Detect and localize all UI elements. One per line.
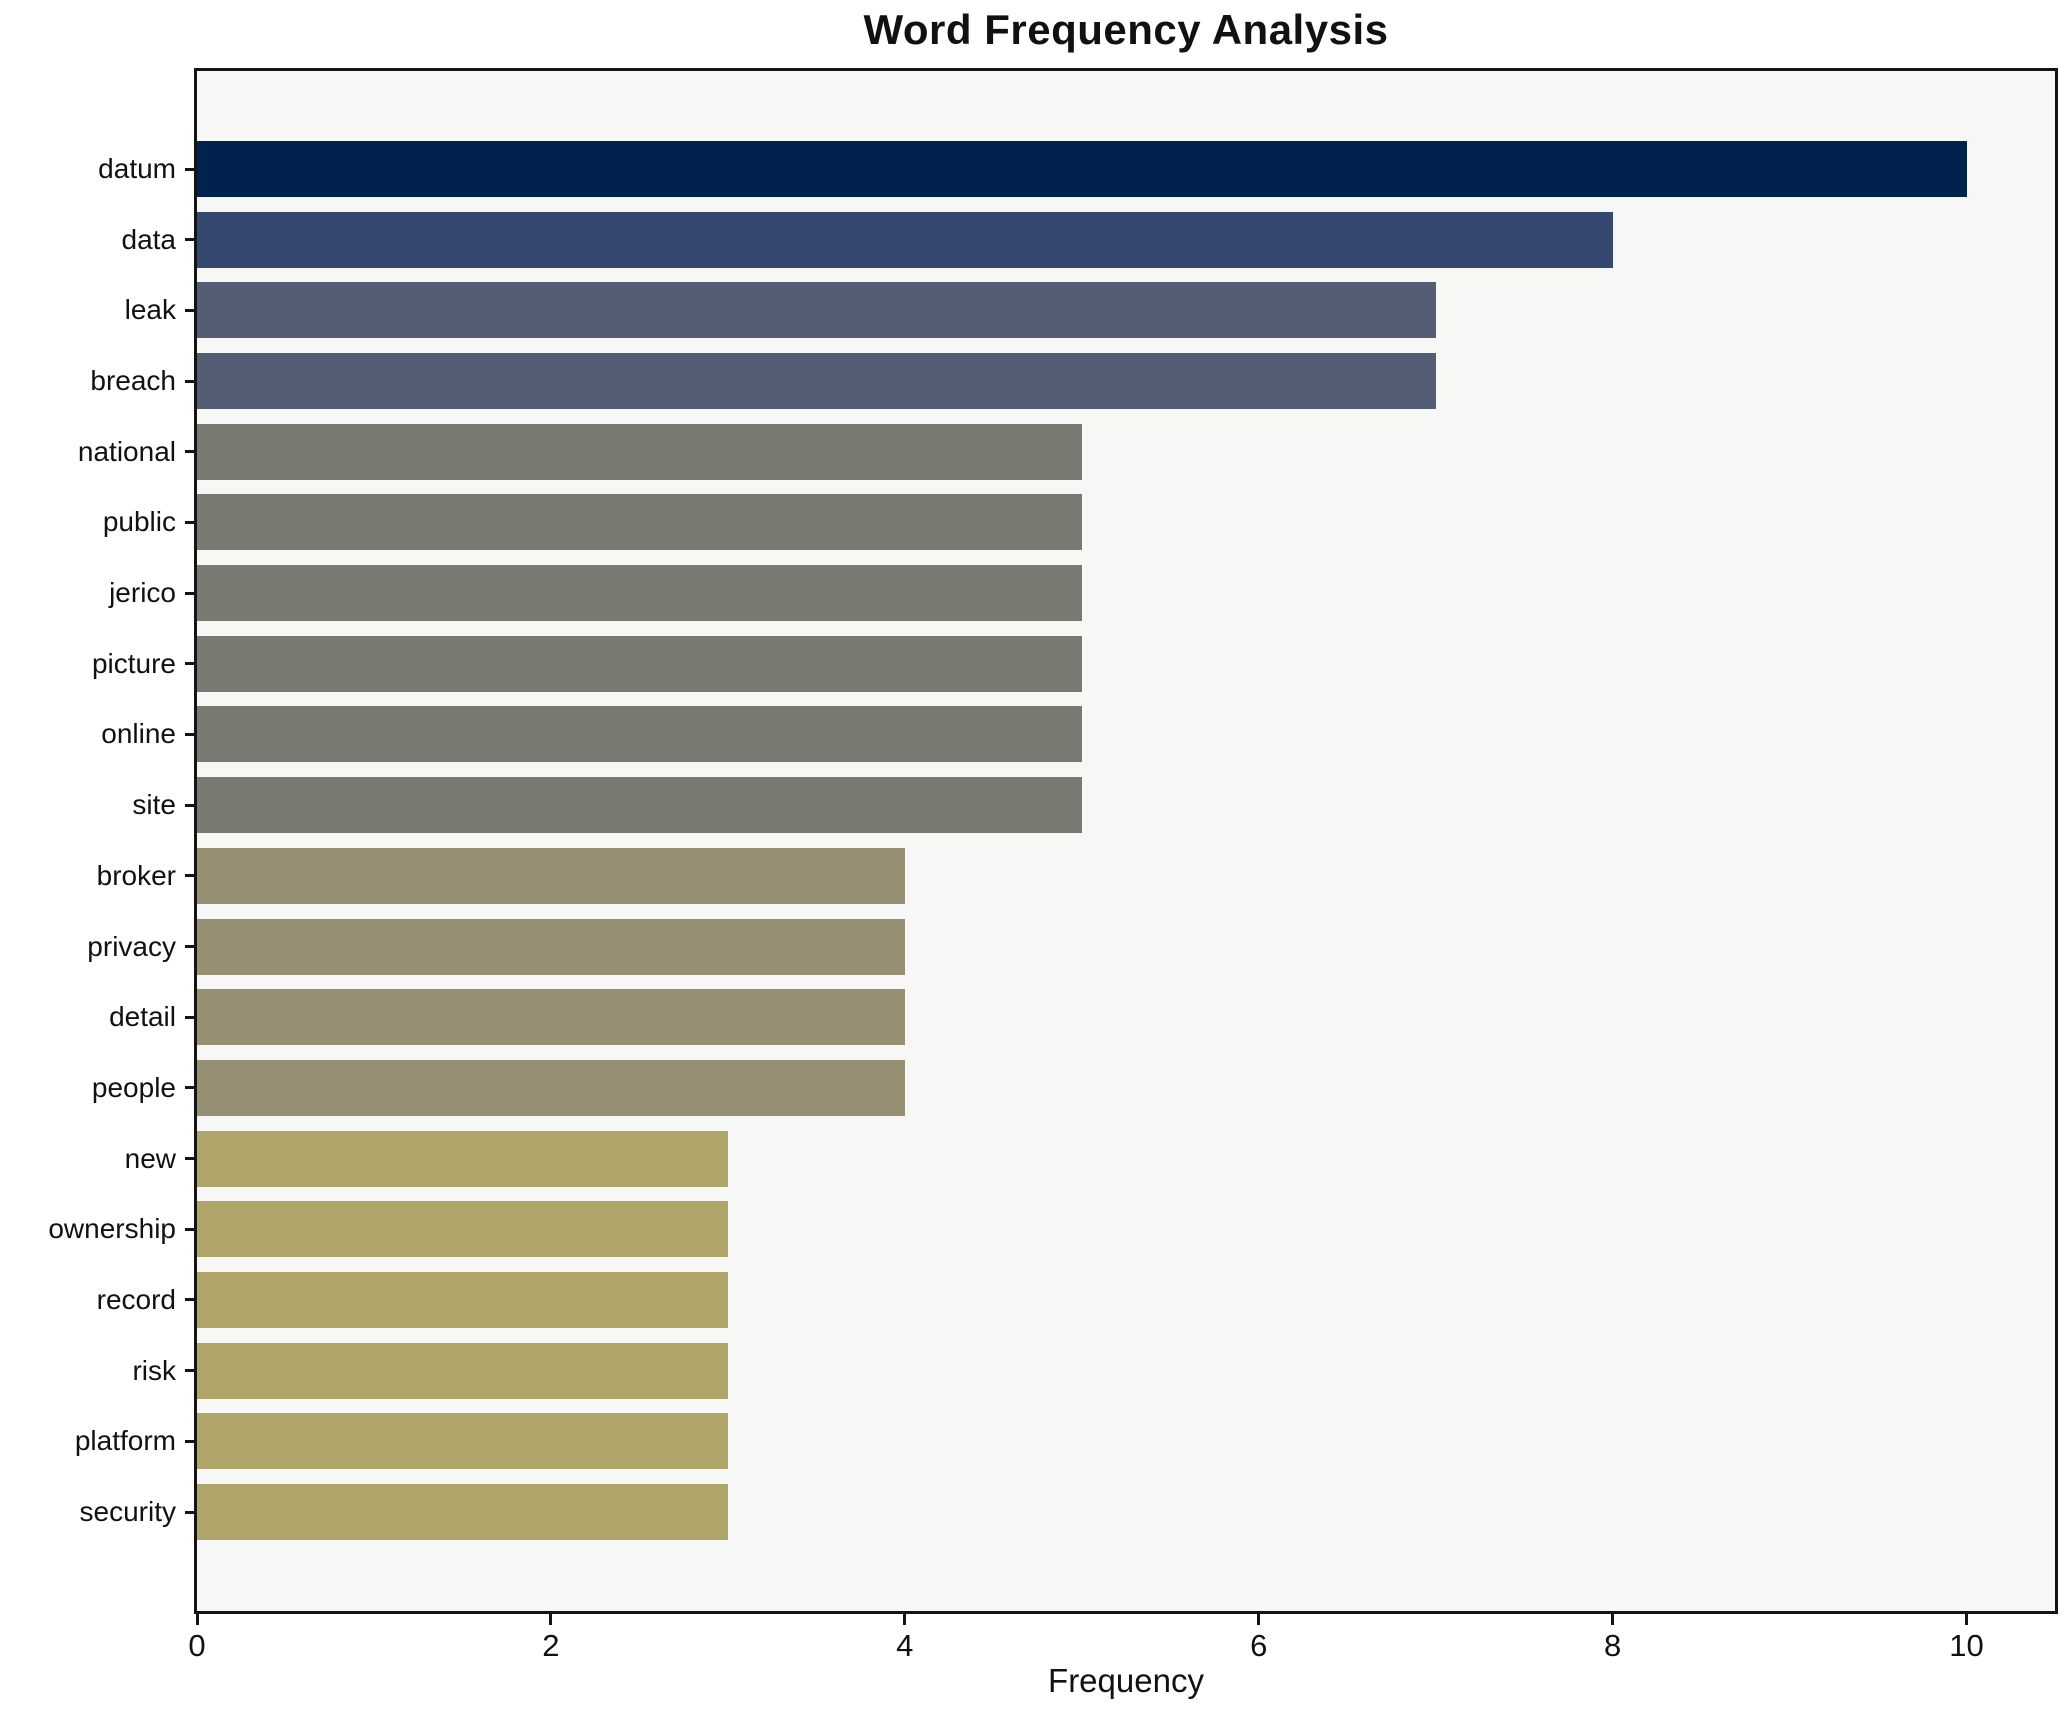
y-tick-label-detail: detail bbox=[109, 1001, 176, 1033]
y-tick-label-data: data bbox=[121, 223, 177, 255]
y-tick-label-platform: platform bbox=[74, 1425, 176, 1457]
x-tick-label: 4 bbox=[896, 1628, 914, 1663]
x-tick-mark bbox=[1965, 1614, 1969, 1625]
bar-datum bbox=[197, 141, 1967, 197]
bar-online bbox=[197, 706, 1082, 763]
chart-title: Word Frequency Analysis bbox=[863, 6, 1389, 53]
x-tick-label: 2 bbox=[542, 1628, 560, 1663]
y-tick-label-datum: datum bbox=[98, 153, 176, 184]
y-tick-mark bbox=[185, 874, 194, 878]
y-tick-label-broker: broker bbox=[96, 859, 176, 891]
y-tick-mark bbox=[185, 1369, 194, 1373]
x-tick-label: 6 bbox=[1250, 1628, 1268, 1663]
y-tick-mark bbox=[185, 1157, 194, 1161]
bar-jerico bbox=[197, 565, 1082, 622]
y-tick-label-new: new bbox=[124, 1142, 176, 1174]
y-tick-mark bbox=[185, 308, 194, 312]
y-tick-mark bbox=[185, 591, 194, 595]
y-tick-label-leak: leak bbox=[124, 294, 176, 326]
y-tick-label-privacy: privacy bbox=[87, 930, 176, 962]
y-tick-mark bbox=[185, 1510, 194, 1514]
y-tick-label-breach: breach bbox=[90, 365, 176, 397]
bar-broker bbox=[197, 847, 905, 904]
x-tick-mark bbox=[1257, 1614, 1261, 1625]
y-tick-mark bbox=[185, 945, 194, 949]
bar-privacy bbox=[197, 918, 905, 975]
bar-ownership bbox=[197, 1201, 728, 1258]
bar-detail bbox=[197, 989, 905, 1046]
bar-picture bbox=[197, 635, 1082, 692]
x-tick-mark bbox=[549, 1614, 553, 1625]
bar-national bbox=[197, 423, 1082, 480]
bar-record bbox=[197, 1271, 728, 1328]
y-tick-label-risk: risk bbox=[132, 1354, 176, 1386]
bar-risk bbox=[197, 1342, 728, 1399]
x-tick-label: 0 bbox=[188, 1628, 206, 1663]
y-tick-mark bbox=[185, 1227, 194, 1231]
y-tick-mark bbox=[185, 732, 194, 736]
bar-site bbox=[197, 777, 1082, 834]
y-tick-label-public: public bbox=[102, 506, 176, 538]
y-tick-label-ownership: ownership bbox=[48, 1213, 176, 1245]
y-tick-mark bbox=[185, 1086, 194, 1090]
bar-security bbox=[197, 1484, 728, 1540]
x-axis-title: Frequency bbox=[1048, 1662, 1204, 1699]
y-tick-label-people: people bbox=[91, 1071, 176, 1103]
x-tick-mark bbox=[1611, 1614, 1615, 1625]
plot-area bbox=[194, 68, 2058, 1614]
bar-data bbox=[197, 211, 1613, 268]
y-tick-mark bbox=[185, 379, 194, 383]
bar-people bbox=[197, 1059, 905, 1116]
bar-leak bbox=[197, 282, 1436, 339]
bar-platform bbox=[197, 1413, 728, 1470]
y-tick-label-national: national bbox=[77, 435, 176, 467]
y-tick-label-online: online bbox=[101, 718, 176, 750]
y-tick-mark bbox=[185, 450, 194, 454]
x-tick-mark bbox=[195, 1614, 199, 1625]
x-tick-mark bbox=[903, 1614, 907, 1625]
y-tick-mark bbox=[185, 520, 194, 524]
y-tick-label-picture: picture bbox=[91, 647, 176, 679]
y-tick-mark bbox=[185, 1298, 194, 1302]
bar-public bbox=[197, 494, 1082, 551]
bar-breach bbox=[197, 353, 1436, 410]
y-tick-mark bbox=[185, 803, 194, 807]
y-tick-label-security: security bbox=[79, 1496, 176, 1527]
y-tick-mark bbox=[185, 167, 194, 171]
y-tick-mark bbox=[185, 1015, 194, 1019]
y-tick-mark bbox=[185, 662, 194, 666]
y-tick-label-site: site bbox=[132, 789, 176, 821]
x-tick-label: 8 bbox=[1603, 1628, 1622, 1663]
bar-new bbox=[197, 1130, 728, 1187]
y-tick-label-record: record bbox=[96, 1283, 176, 1315]
y-tick-mark bbox=[185, 1439, 194, 1443]
x-tick-label: 10 bbox=[1949, 1628, 1984, 1663]
y-tick-label-jerico: jerico bbox=[109, 577, 176, 609]
y-tick-mark bbox=[185, 238, 194, 242]
